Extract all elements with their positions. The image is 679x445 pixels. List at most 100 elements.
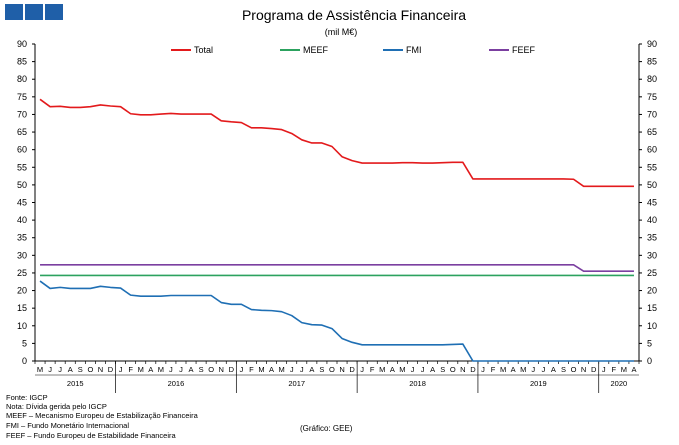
y-tick-label-right: 25 (647, 268, 657, 278)
month-label: S (319, 365, 324, 374)
year-label: 2015 (67, 379, 84, 388)
logo-block-1 (5, 4, 23, 20)
y-tick-label-right: 5 (647, 338, 652, 348)
month-label: J (531, 365, 535, 374)
y-tick-label-left: 80 (17, 74, 27, 84)
month-label: M (158, 365, 164, 374)
month-label: A (68, 365, 73, 374)
series-line-fmi (39, 280, 634, 362)
year-label: 2018 (409, 379, 426, 388)
y-tick-label-left: 15 (17, 303, 27, 313)
y-tick-label-right: 10 (647, 321, 657, 331)
month-label: A (631, 365, 636, 374)
month-label: F (249, 365, 254, 374)
month-label: O (450, 365, 456, 374)
month-label: J (290, 365, 294, 374)
month-label: J (300, 365, 304, 374)
month-label: J (541, 365, 545, 374)
y-tick-label-right: 85 (647, 57, 657, 67)
y-tick-label-right: 60 (647, 145, 657, 155)
y-tick-label-right: 30 (647, 250, 657, 260)
chart-subtitle: (mil M€) (325, 27, 358, 37)
y-tick-label-right: 75 (647, 92, 657, 102)
y-tick-label-right: 20 (647, 286, 657, 296)
month-label: A (390, 365, 395, 374)
footnote-feef: FEEF – Fundo Europeu de Estabilidade Fin… (6, 431, 176, 440)
month-label: A (189, 365, 194, 374)
y-tick-label-right: 40 (647, 215, 657, 225)
y-tick-label-left: 10 (17, 321, 27, 331)
year-label: 2020 (611, 379, 628, 388)
y-tick-label-left: 90 (17, 39, 27, 49)
y-tick-label-left: 65 (17, 127, 27, 137)
month-label: A (309, 365, 314, 374)
month-label: N (339, 365, 344, 374)
month-label: J (58, 365, 62, 374)
month-label: M (37, 365, 43, 374)
legend: Total MEEF FMI FEEF (171, 45, 536, 55)
y-tick-label-left: 70 (17, 109, 27, 119)
y-tick-label-left: 20 (17, 286, 27, 296)
y-tick-label-right: 45 (647, 198, 657, 208)
month-label: M (379, 365, 385, 374)
month-label: A (430, 365, 435, 374)
month-label: M (279, 365, 285, 374)
month-label: S (440, 365, 445, 374)
y-tick-label-right: 15 (647, 303, 657, 313)
month-label: O (208, 365, 214, 374)
y-tick-label-left: 0 (22, 356, 27, 366)
y-tick-label-left: 45 (17, 198, 27, 208)
month-label: D (108, 365, 114, 374)
month-label: D (349, 365, 355, 374)
y-tick-label-left: 85 (17, 57, 27, 67)
legend-label-fmi: FMI (406, 45, 422, 55)
month-label: O (571, 365, 577, 374)
month-label: A (551, 365, 556, 374)
month-label: S (78, 365, 83, 374)
y-tick-label-left: 60 (17, 145, 27, 155)
month-label: J (48, 365, 52, 374)
month-label: M (520, 365, 526, 374)
month-label: M (138, 365, 144, 374)
month-label: N (98, 365, 103, 374)
month-label: F (612, 365, 617, 374)
month-label: M (399, 365, 405, 374)
year-label: 2017 (288, 379, 305, 388)
month-label: N (460, 365, 465, 374)
y-tick-label-right: 50 (647, 180, 657, 190)
month-label: J (239, 365, 243, 374)
month-label: J (421, 365, 425, 374)
y-tick-label-right: 55 (647, 162, 657, 172)
month-label: F (491, 365, 496, 374)
month-label: J (119, 365, 123, 374)
y-tick-label-left: 5 (22, 338, 27, 348)
month-label: A (511, 365, 516, 374)
month-label: M (258, 365, 264, 374)
y-tick-label-right: 35 (647, 233, 657, 243)
y-tick-label-right: 0 (647, 356, 652, 366)
year-label: 2016 (168, 379, 185, 388)
month-label: A (269, 365, 274, 374)
month-label: J (169, 365, 173, 374)
y-tick-label-left: 75 (17, 92, 27, 102)
y-tick-label-left: 30 (17, 250, 27, 260)
month-label: J (179, 365, 183, 374)
chart-credit: (Gráfico: GEE) (300, 424, 353, 433)
series-line-feef (40, 264, 634, 272)
logo (5, 4, 63, 20)
month-label: J (360, 365, 364, 374)
month-label: S (561, 365, 566, 374)
logo-block-2 (25, 4, 43, 20)
month-label: D (591, 365, 597, 374)
chart-title: Programa de Assistência Financeira (242, 7, 466, 23)
legend-label-total: Total (194, 45, 213, 55)
month-label: O (87, 365, 93, 374)
month-label: F (128, 365, 133, 374)
y-tick-label-right: 80 (647, 74, 657, 84)
y-tick-label-right: 70 (647, 109, 657, 119)
month-label: N (581, 365, 586, 374)
legend-label-feef: FEEF (512, 45, 536, 55)
logo-block-3 (45, 4, 63, 20)
